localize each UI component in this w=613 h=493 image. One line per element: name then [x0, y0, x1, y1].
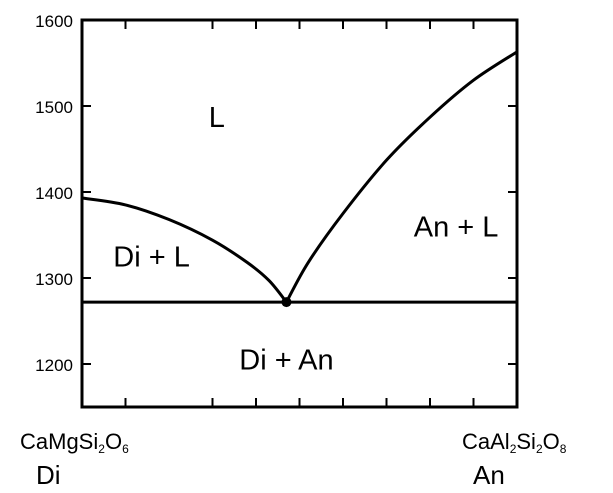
labels-layer: 1200 1300 1400 1500 1600 L An + L Di + L Di + An — [35, 12, 498, 377]
plot-frame — [80, 18, 519, 409]
y-tick-label: 1600 — [35, 12, 73, 31]
region-label: Di + An — [239, 345, 333, 377]
liquidus-anorthite-curve — [285, 50, 518, 303]
right-formula-text: CaAl2Si2O8 — [462, 429, 567, 456]
liquidus-diopside-curve — [81, 196, 288, 304]
lines-layer — [81, 50, 518, 308]
y-tick-label: 1500 — [35, 98, 73, 117]
region-label: L — [209, 102, 225, 134]
y-tick-label: 1200 — [35, 356, 73, 375]
y-tick-label: 1400 — [35, 184, 73, 203]
left-endmember-formula: CaMgSi2O6 — [20, 429, 129, 456]
right-endmember-name: An — [473, 460, 505, 490]
region-label: Di + L — [113, 242, 190, 274]
y-tick-label: 1300 — [35, 270, 73, 289]
left-endmember-name: Di — [36, 460, 61, 490]
left-formula-text: CaMgSi2O6 — [20, 429, 129, 456]
eutectic-point — [281, 297, 292, 308]
right-endmember-formula: CaAl2Si2O8 — [462, 429, 567, 456]
region-label: An + L — [414, 211, 499, 243]
